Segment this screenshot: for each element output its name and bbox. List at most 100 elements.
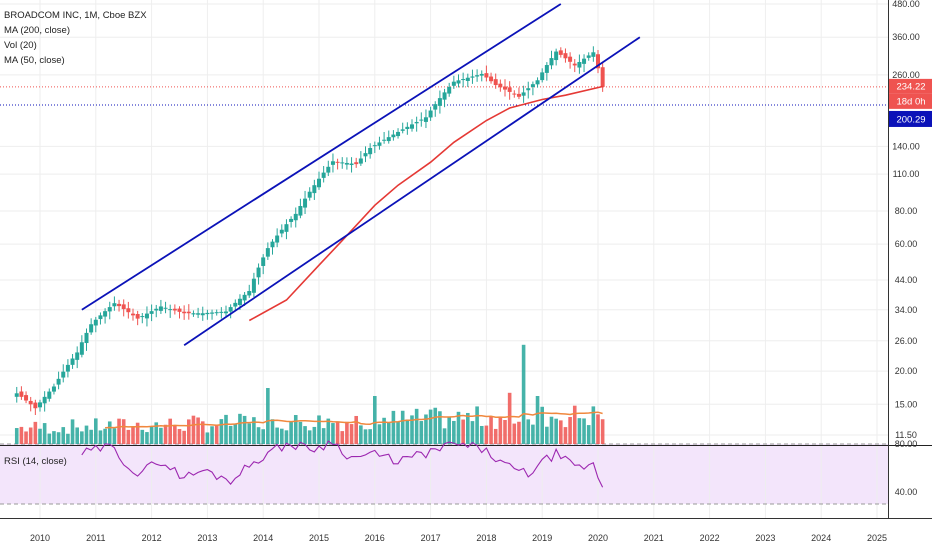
volume-bar <box>461 419 465 444</box>
price-tick-label: 34.00 <box>895 305 918 315</box>
candle-body <box>233 302 238 307</box>
candle-body <box>210 312 215 314</box>
volume-bar <box>154 422 159 444</box>
volume-bar <box>349 424 354 444</box>
candle-body <box>451 81 456 86</box>
candle-body <box>65 364 70 372</box>
candle-body <box>154 308 159 311</box>
volume-bar <box>507 392 512 444</box>
candle-body <box>530 84 535 88</box>
price-tick-label: 60.00 <box>895 239 918 249</box>
candle-body <box>428 110 433 118</box>
volume-bar <box>242 415 247 444</box>
time-tick-label: 2018 <box>476 533 496 543</box>
candle-body <box>321 172 326 178</box>
candle-body <box>191 313 196 315</box>
volume-bar <box>159 427 163 444</box>
candle-body <box>377 142 382 146</box>
volume-bar <box>145 432 149 444</box>
candle-body <box>535 80 540 85</box>
volume-bar <box>70 419 75 444</box>
volume-bar <box>373 396 377 444</box>
volume-bar <box>261 429 265 444</box>
candle-body <box>563 53 568 59</box>
candle-body <box>28 400 33 405</box>
candle-body <box>368 147 373 155</box>
volume-bar <box>14 428 19 444</box>
candle-body <box>270 241 275 248</box>
ma200-legend[interactable]: MA (200, close) <box>4 25 70 36</box>
volume-bar <box>312 426 317 444</box>
candle-body <box>261 257 266 266</box>
rsi-legend[interactable]: RSI (14, close) <box>4 456 67 467</box>
candle-body <box>279 229 284 234</box>
price-tick-label: 110.00 <box>893 169 920 179</box>
candle-body <box>330 161 335 165</box>
price-tick-label: 15.00 <box>895 399 918 409</box>
vol-legend[interactable]: Vol (20) <box>4 40 37 51</box>
volume-bar <box>191 415 196 444</box>
rsi-line <box>81 440 604 488</box>
volume-bar <box>591 406 596 444</box>
volume-bar <box>345 421 349 444</box>
volume-bar <box>521 344 526 444</box>
volume-bar <box>121 419 126 444</box>
candle-body <box>544 65 549 73</box>
ma50-legend[interactable]: MA (50, close) <box>4 55 65 66</box>
volume-bar <box>219 419 224 444</box>
candle-body <box>117 303 122 307</box>
volume-bar <box>335 421 340 444</box>
volume-bar <box>233 424 238 444</box>
time-tick-label: 2011 <box>86 533 105 543</box>
candle-body <box>498 83 503 88</box>
price-tick-label: 80.00 <box>895 206 918 216</box>
candle-body <box>503 86 507 90</box>
candle-body <box>433 104 438 110</box>
volume-bar <box>414 408 419 444</box>
candle-body <box>172 308 177 311</box>
volume-bar <box>275 427 279 444</box>
candle-body <box>572 63 577 66</box>
symbol-title[interactable]: BROADCOM INC, 1M, Cboe BZX <box>4 10 147 21</box>
time-tick-label: 2010 <box>30 533 50 543</box>
candle-body <box>289 218 294 222</box>
volume-bar <box>545 426 549 444</box>
candle-body <box>89 324 94 333</box>
candle-body <box>126 308 131 313</box>
candle-body <box>186 311 191 314</box>
volume-bar <box>126 429 131 444</box>
candle-body <box>70 358 75 365</box>
channel-lower-line <box>183 36 641 347</box>
volume-bar <box>187 419 191 444</box>
price-tick-label: 360.00 <box>892 32 920 42</box>
time-axis: 2010 2011 2012 2013 2014 2015 2016 2017 2018 2019… <box>30 533 887 543</box>
candle-body <box>307 191 312 198</box>
volume-bar <box>577 418 582 444</box>
volume-bar <box>563 427 568 444</box>
candle-body <box>493 79 498 86</box>
candle-body <box>140 316 145 318</box>
volume-bar <box>205 432 210 444</box>
candle-body <box>400 129 405 131</box>
volume-bar <box>317 415 321 444</box>
volume-bar <box>489 416 493 444</box>
volume-bar <box>405 419 410 444</box>
volume-bar <box>52 431 56 444</box>
volume-bar <box>582 418 586 444</box>
candle-body <box>144 313 149 319</box>
volume-bar <box>280 428 284 444</box>
candle-body <box>51 386 56 392</box>
price-tick-label: 11.50 <box>895 430 917 440</box>
candle-body <box>391 134 396 138</box>
volume-bar <box>475 406 479 444</box>
volume-bar <box>410 415 414 444</box>
candle-body <box>196 313 201 315</box>
candle-body <box>582 58 587 64</box>
volume-bar <box>479 425 484 444</box>
volume-bar <box>368 429 372 444</box>
candle-body <box>135 314 140 319</box>
candle-body <box>489 76 494 82</box>
volume-bar <box>66 433 70 444</box>
